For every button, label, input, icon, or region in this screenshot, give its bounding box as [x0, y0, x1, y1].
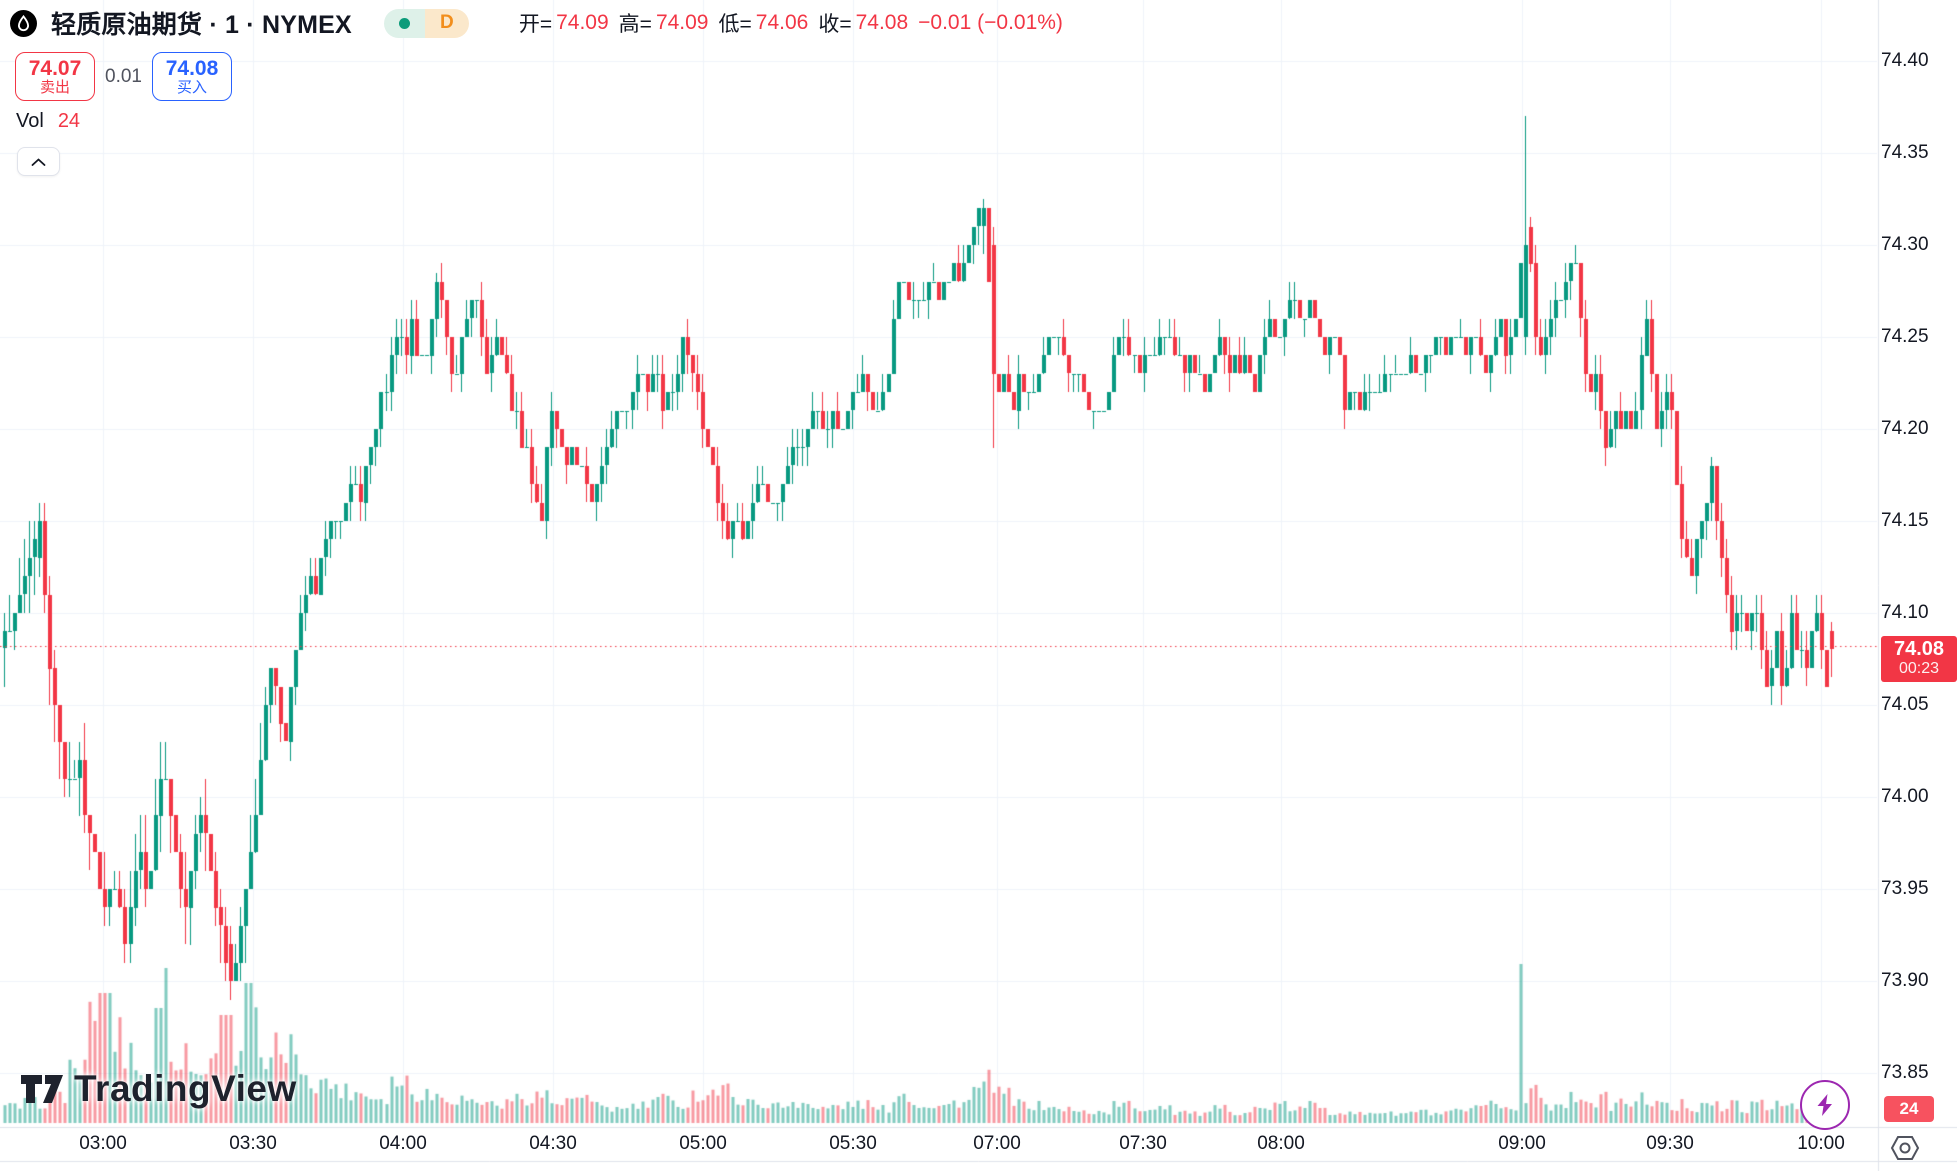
- buy-button[interactable]: 74.08 买入: [152, 52, 232, 101]
- price-tick-label: 73.95: [1881, 878, 1929, 899]
- volume-readout: Vol 24: [16, 110, 80, 133]
- time-tick-label: 04:00: [379, 1133, 427, 1154]
- oil-drop-logo-icon: [10, 9, 37, 37]
- hexagon-eye-icon: [1890, 1136, 1920, 1160]
- trade-panel: 74.07 卖出 0.01 74.08 买入: [15, 52, 232, 101]
- price-tick-label: 74.00: [1881, 786, 1929, 807]
- open-label: 开=: [518, 13, 553, 36]
- price-tick-label: 74.35: [1881, 142, 1929, 163]
- sell-label: 卖出: [39, 78, 70, 96]
- buy-price: 74.08: [165, 56, 219, 80]
- instant-order-button[interactable]: [1800, 1080, 1850, 1130]
- last-volume-badge: 24: [1884, 1096, 1934, 1122]
- time-tick-label: 07:00: [973, 1133, 1021, 1154]
- market-status-dot-icon: [383, 8, 425, 38]
- time-tick-label: 03:00: [79, 1133, 127, 1154]
- time-tick-label: 09:30: [1646, 1133, 1694, 1154]
- sell-price: 74.07: [28, 56, 82, 80]
- time-tick-label: 03:30: [229, 1133, 277, 1154]
- price-tick-label: 74.05: [1881, 694, 1929, 715]
- bar-countdown: 00:23: [1898, 659, 1940, 677]
- ohlc-readout: 开= 74.09 高= 74.09 低= 74.06 收= 74.08 −0.01 (−…: [519, 8, 1063, 38]
- high-label: 高=: [618, 13, 652, 36]
- symbol-header: 轻质原油期货 · 1 · NYMEX D 开= 74.09 高= 74.09 低= 7…: [0, 0, 1063, 46]
- last-price-value: 74.08: [1893, 637, 1945, 660]
- change-value: −0.01 (−0.01%): [918, 11, 1063, 34]
- price-tick-label: 74.25: [1881, 326, 1929, 347]
- lightning-bolt-icon: [1817, 1094, 1832, 1116]
- scale-settings-button[interactable]: [1889, 1134, 1921, 1162]
- high-value: 74.09: [655, 11, 709, 34]
- low-value: 74.06: [755, 11, 809, 34]
- time-tick-label: 05:00: [679, 1133, 727, 1154]
- time-axis[interactable]: 03:00 03:30 04:00 04:30 05:00 05:30 07:00 07:30…: [0, 1127, 1957, 1163]
- close-value: 74.08: [855, 11, 909, 34]
- price-tick-label: 74.20: [1881, 418, 1929, 439]
- open-value: 74.09: [556, 11, 609, 34]
- chevron-up-icon: [31, 158, 46, 166]
- time-tick-label: 05:30: [829, 1133, 877, 1154]
- price-tick-label: 74.40: [1881, 50, 1929, 71]
- low-label: 低=: [718, 13, 752, 36]
- time-tick-label: 08:00: [1257, 1133, 1305, 1154]
- volume-label: Vol: [16, 110, 44, 132]
- price-tick-label: 74.30: [1881, 234, 1929, 255]
- buy-label: 买入: [176, 78, 207, 96]
- time-tick-label: 07:30: [1119, 1133, 1167, 1154]
- price-tick-label: 74.10: [1881, 602, 1929, 623]
- price-tick-label: 73.85: [1881, 1062, 1929, 1083]
- interval-badge: D: [424, 8, 469, 38]
- time-tick-label: 09:00: [1498, 1133, 1546, 1154]
- time-tick-label: 04:30: [529, 1133, 577, 1154]
- sell-button[interactable]: 74.07 卖出: [15, 52, 95, 101]
- price-tick-label: 74.15: [1881, 510, 1929, 531]
- price-tick-label: 73.90: [1881, 970, 1929, 991]
- collapse-legend-button[interactable]: [17, 147, 60, 176]
- last-price-badge[interactable]: 74.08 00:23: [1881, 635, 1957, 682]
- volume-value: 24: [57, 110, 81, 132]
- close-label: 收=: [818, 13, 852, 36]
- market-status-interval-pill[interactable]: D: [383, 8, 469, 38]
- symbol-title[interactable]: 轻质原油期货 · 1 · NYMEX: [51, 11, 352, 39]
- spread-value: 0.01: [105, 65, 142, 87]
- time-tick-label: 10:00: [1797, 1133, 1845, 1154]
- price-axis[interactable]: 74.40 74.35 74.30 74.25 74.20 74.15 74.10 74.05…: [1878, 0, 1957, 1127]
